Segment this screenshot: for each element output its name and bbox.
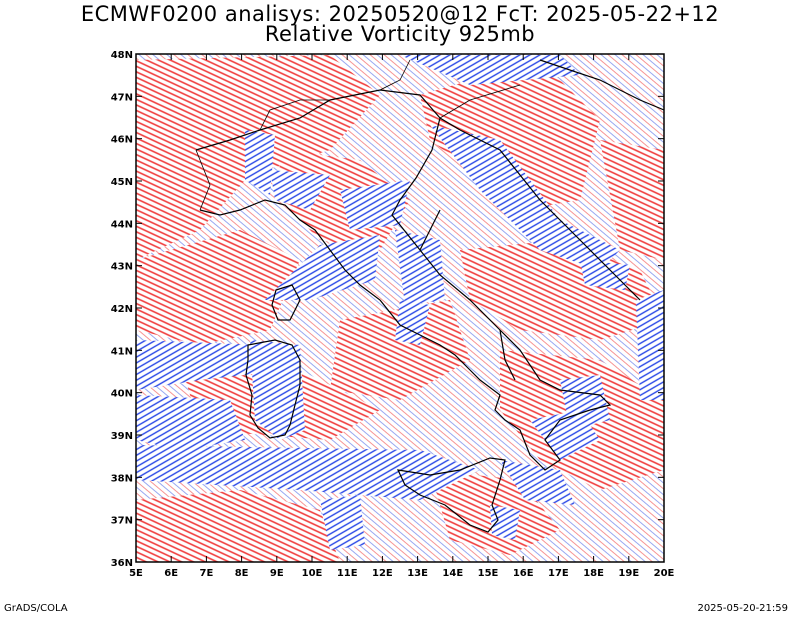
lat-tick-label: 38N	[111, 473, 133, 484]
map-title: ECMWF0200 analisys: 20250520@12 FcT: 202…	[80, 2, 720, 26]
lon-tick-label: 13E	[407, 568, 428, 579]
coastlines	[195, 59, 664, 533]
lat-tick-label: 43N	[111, 262, 133, 273]
software-credit: GrADS/COLA	[4, 603, 68, 614]
lon-tick-label: 9E	[270, 568, 284, 579]
lon-tick-label: 16E	[513, 568, 534, 579]
lat-tick-label: 41N	[111, 346, 133, 357]
lon-tick-label: 8E	[235, 568, 249, 579]
lon-tick-label: 5E	[129, 568, 143, 579]
lat-tick-label: 45N	[111, 177, 133, 188]
lon-tick-label: 17E	[548, 568, 569, 579]
lon-tick-label: 18E	[583, 568, 604, 579]
lon-tick-label: 10E	[302, 568, 323, 579]
longitude-axis: 5E 6E 7E 8E 9E 10E 11E 12E 13E 14E 15E 16E 17E 18E 19E…	[129, 54, 675, 579]
lat-tick-label: 47N	[111, 92, 133, 103]
lon-tick-label: 19E	[618, 568, 639, 579]
lat-tick-label: 48N	[111, 50, 133, 61]
borders	[195, 59, 521, 211]
lon-tick-label: 6E	[164, 568, 178, 579]
lon-tick-label: 11E	[337, 568, 358, 579]
lat-tick-label: 42N	[111, 304, 133, 315]
lon-tick-label: 7E	[200, 568, 214, 579]
lon-tick-label: 12E	[372, 568, 393, 579]
lat-tick-label: 39N	[111, 431, 133, 442]
lat-tick-label: 36N	[111, 558, 133, 569]
lat-tick-label: 40N	[111, 389, 133, 400]
latitude-axis: 36N 37N 38N 39N 40N 41N 42N 43N 44N 45N 46N 47N 48N	[111, 50, 664, 569]
positive-vorticity-areas	[136, 55, 664, 562]
lat-tick-label: 46N	[111, 135, 133, 146]
lon-tick-label: 14E	[442, 568, 463, 579]
lat-tick-label: 37N	[111, 516, 133, 527]
negative-vorticity-areas	[136, 55, 664, 550]
plot-area	[136, 54, 664, 562]
lat-tick-label: 44N	[111, 219, 133, 230]
map-subtitle: Relative Vorticity 925mb	[264, 22, 536, 46]
lon-tick-label: 15E	[478, 568, 499, 579]
lon-tick-label: 20E	[654, 568, 675, 579]
generation-timestamp: 2025-05-20-21:59	[697, 603, 788, 614]
